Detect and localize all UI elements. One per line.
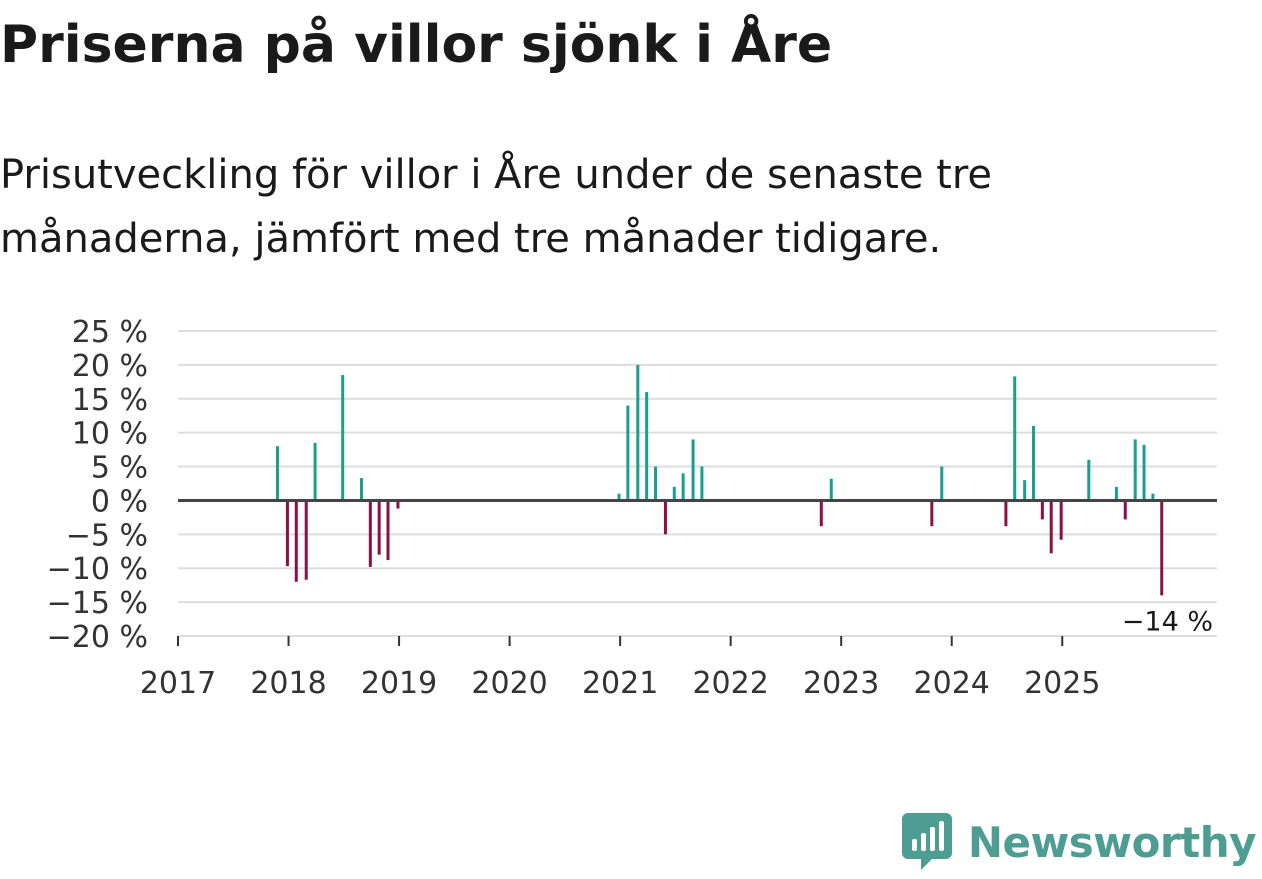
bar	[359, 478, 363, 501]
bar	[645, 392, 649, 501]
bar	[1059, 500, 1063, 540]
x-tick-label: 2019	[361, 666, 437, 701]
x-tick-label: 2023	[803, 666, 879, 701]
bar	[386, 500, 390, 561]
bar	[672, 486, 676, 501]
y-tick-label: 15 %	[72, 383, 148, 418]
bar	[294, 500, 298, 582]
x-tick-label: 2025	[1024, 666, 1100, 701]
bar	[636, 364, 640, 501]
y-tick-label: −15 %	[47, 586, 148, 621]
bar	[700, 466, 704, 501]
y-tick-label: 5 %	[91, 451, 148, 486]
y-tick-label: 0 %	[91, 484, 148, 519]
bar	[1087, 459, 1091, 501]
x-tick-label: 2022	[692, 666, 768, 701]
chart-subtitle: Prisutveckling för villor i Åre under de…	[0, 152, 993, 262]
bar	[1160, 500, 1164, 596]
bar	[617, 493, 621, 501]
bar	[1040, 500, 1044, 520]
bar	[285, 500, 289, 567]
y-tick-label: 20 %	[72, 349, 148, 384]
bar	[1049, 500, 1053, 554]
x-tick-label: 2021	[582, 666, 658, 701]
latest-value-label: −14 %	[1122, 606, 1213, 637]
bar	[681, 473, 685, 501]
bar	[1142, 444, 1146, 501]
newsworthy-logo-icon	[901, 813, 952, 870]
chart-title: Priserna på villor sjönk i Åre	[0, 15, 833, 75]
brand-name: Newsworthy	[967, 817, 1257, 867]
y-tick-label: 25 %	[72, 315, 148, 350]
y-tick-label: −20 %	[47, 620, 148, 655]
bar	[829, 478, 833, 501]
bar	[1004, 500, 1008, 527]
bar-chart: 25 %20 %15 %10 %5 %0 %−5 %−10 %−15 %−20 …	[47, 315, 1217, 701]
x-tick-label: 2024	[914, 666, 990, 701]
bar	[1133, 439, 1137, 501]
bar	[1023, 480, 1027, 501]
bar	[691, 439, 695, 501]
y-tick-label: −10 %	[47, 552, 148, 587]
bar	[626, 405, 630, 501]
bar	[1151, 493, 1155, 501]
bar	[1114, 486, 1118, 501]
brand-logo: Newsworthy	[901, 813, 1257, 871]
x-tick-label: 2018	[250, 666, 326, 701]
bar	[396, 500, 400, 509]
y-tick-label: −5 %	[66, 518, 148, 553]
bar	[313, 442, 317, 501]
bar	[1123, 500, 1127, 520]
bar	[368, 500, 372, 567]
x-tick-label: 2017	[140, 666, 216, 701]
bar	[930, 500, 934, 527]
bar	[819, 500, 823, 527]
bar	[663, 500, 667, 535]
bar	[940, 466, 944, 501]
bar	[1032, 425, 1036, 501]
bar	[304, 500, 308, 580]
bar	[377, 500, 381, 555]
bar	[341, 375, 345, 501]
bar	[1013, 376, 1017, 501]
bar	[275, 446, 279, 501]
x-tick-label: 2020	[471, 666, 547, 701]
y-tick-label: 10 %	[72, 417, 148, 452]
bar	[653, 466, 657, 501]
